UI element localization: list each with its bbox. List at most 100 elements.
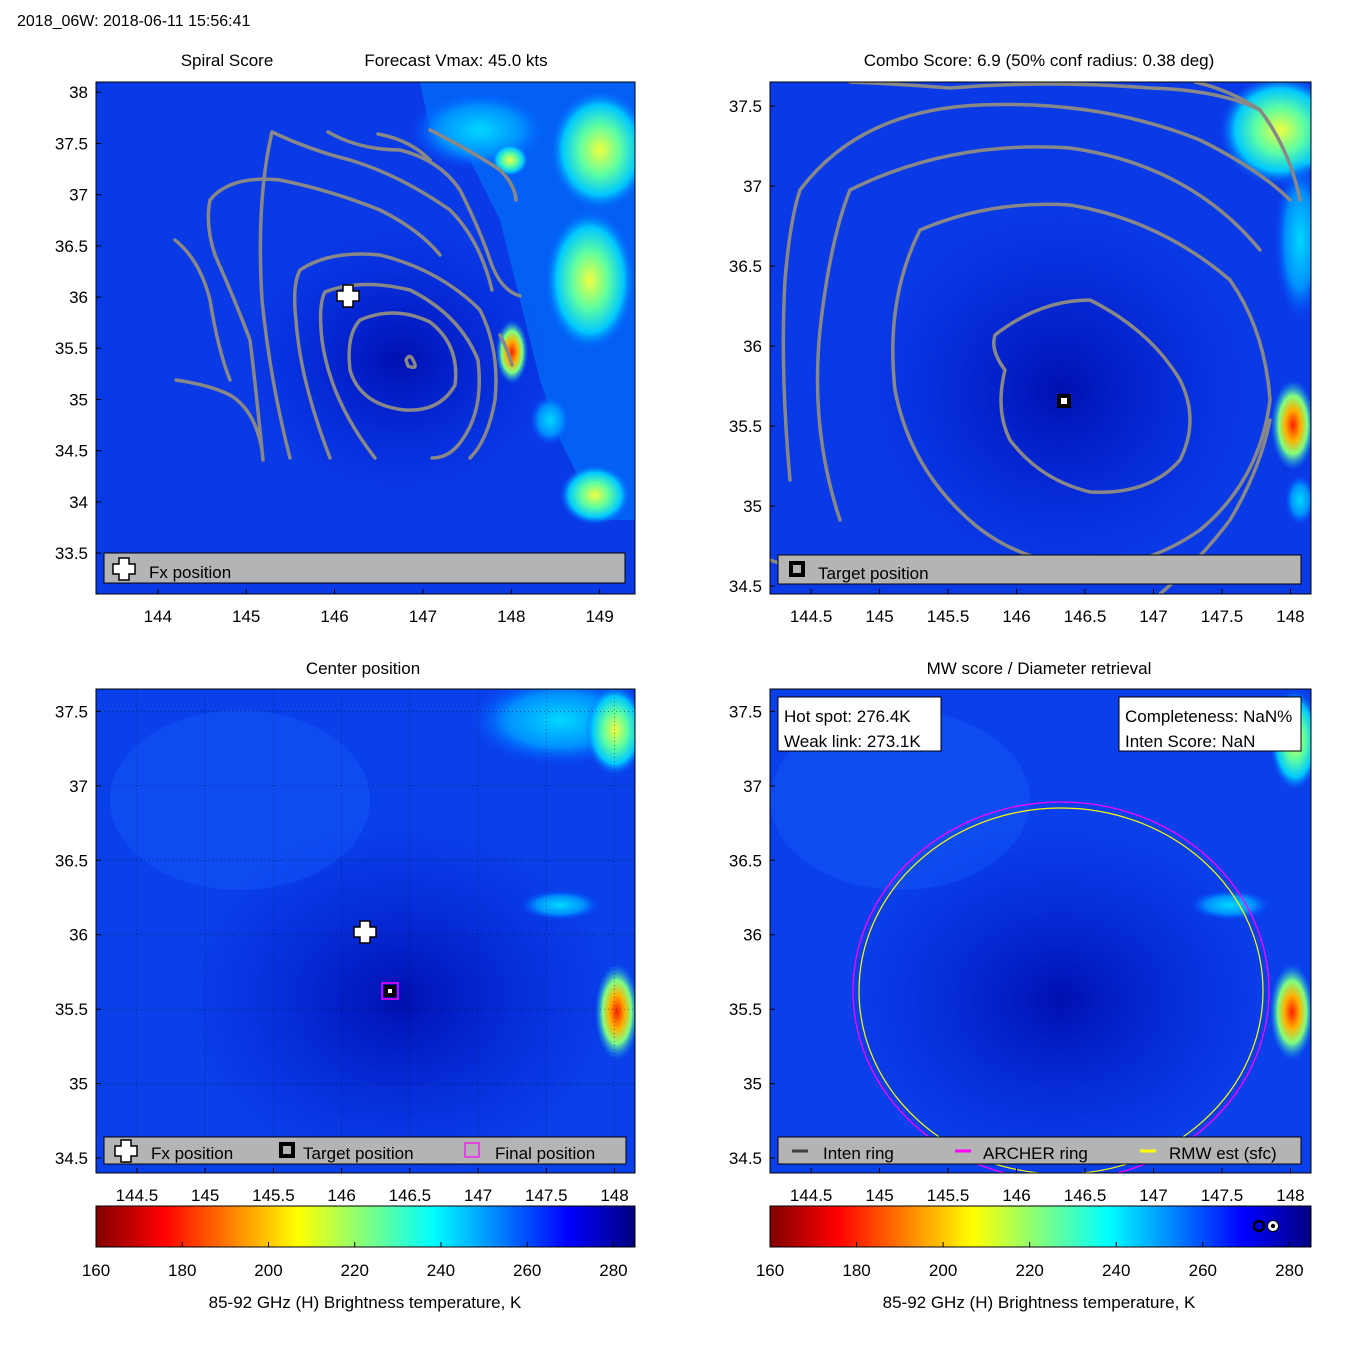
spiral-legend: Fx position bbox=[103, 552, 626, 584]
mw-legend: Inten ring ARCHER ring RMW est (sfc) bbox=[777, 1136, 1302, 1165]
mw-legend-rmw: RMW est (sfc) bbox=[1169, 1144, 1277, 1163]
y-tick-label: 34 bbox=[69, 493, 88, 512]
colorbar-tick-label: 240 bbox=[427, 1261, 455, 1280]
spiral-title: Spiral Score bbox=[181, 51, 274, 70]
y-tick-label: 35 bbox=[743, 497, 762, 516]
spiral-legend-fx: Fx position bbox=[149, 563, 231, 582]
center-markers bbox=[353, 920, 399, 1000]
archer-ring bbox=[852, 801, 1270, 1173]
spiral-score-panel: Spiral Score Forecast Vmax: 45.0 kts bbox=[55, 51, 636, 626]
x-tick-label: 147 bbox=[464, 1186, 492, 1205]
y-tick-label: 37 bbox=[69, 777, 88, 796]
y-tick-label: 37 bbox=[743, 177, 762, 196]
combo-score-panel: Combo Score: 6.9 (50% conf radius: 0.38 … bbox=[729, 51, 1312, 626]
colorbar-left: 160 180 200 220 240 260 280 85-92 GHz (H) Brig… bbox=[82, 1205, 636, 1312]
combo-title: Combo Score: 6.9 (50% conf radius: 0.38 … bbox=[864, 51, 1215, 70]
y-tick-label: 35 bbox=[69, 390, 88, 409]
colorbar-tick-label: 220 bbox=[341, 1261, 369, 1280]
mw-legend-inten: Inten ring bbox=[823, 1144, 894, 1163]
combo-frame bbox=[769, 81, 1312, 595]
x-tick-label: 144.5 bbox=[116, 1186, 159, 1205]
colorbar-left-ticks: 160 180 200 220 240 260 280 bbox=[82, 1242, 628, 1280]
x-tick-label: 148 bbox=[497, 607, 525, 626]
x-tick-label: 145 bbox=[865, 607, 893, 626]
y-tick-label: 36.5 bbox=[55, 237, 88, 256]
center-legend-fx: Fx position bbox=[151, 1144, 233, 1163]
y-tick-label: 36 bbox=[69, 288, 88, 307]
x-tick-label: 145 bbox=[865, 1186, 893, 1205]
y-tick-label: 35.5 bbox=[55, 339, 88, 358]
x-tick-label: 145.5 bbox=[927, 607, 970, 626]
x-tick-label: 145.5 bbox=[927, 1186, 970, 1205]
inten-score-text: Inten Score: NaN bbox=[1125, 732, 1255, 751]
y-tick-label: 34.5 bbox=[729, 1149, 762, 1168]
x-tick-label: 148 bbox=[600, 1186, 628, 1205]
mw-title: MW score / Diameter retrieval bbox=[927, 659, 1152, 678]
y-tick-label: 36 bbox=[743, 337, 762, 356]
spiral-heatmap: Fx position bbox=[96, 82, 635, 594]
colorbar-right: 160 180 200 220 240 260 280 85-92 GHz (H) Brig… bbox=[756, 1205, 1312, 1312]
y-tick-label: 34.5 bbox=[55, 1149, 88, 1168]
colorbar-left-gradient bbox=[95, 1205, 636, 1248]
center-fx-marker bbox=[353, 920, 377, 944]
y-tick-label: 35.5 bbox=[55, 1000, 88, 1019]
hot-spot-indicator-icon bbox=[1252, 1219, 1266, 1233]
x-tick-label: 148 bbox=[1276, 607, 1304, 626]
y-tick-label: 38 bbox=[69, 83, 88, 102]
plus-icon bbox=[112, 557, 136, 581]
colorbar-tick-label: 280 bbox=[599, 1261, 627, 1280]
colorbar-tick-label: 220 bbox=[1015, 1261, 1043, 1280]
plus-icon bbox=[114, 1139, 138, 1163]
spiral-contours bbox=[173, 128, 522, 462]
spiral-fx-marker bbox=[336, 284, 360, 308]
weak-link-text: Weak link: 273.1K bbox=[784, 732, 921, 751]
x-tick-label: 144 bbox=[144, 607, 172, 626]
y-tick-label: 34.5 bbox=[55, 442, 88, 461]
colorbar-right-ticks: 160 180 200 220 240 260 280 bbox=[756, 1242, 1304, 1280]
colorbar-tick-label: 160 bbox=[82, 1261, 110, 1280]
colorbar-tick-label: 160 bbox=[756, 1261, 784, 1280]
colorbar-tick-label: 200 bbox=[254, 1261, 282, 1280]
mw-axes: 144.5 145 145.5 146 146.5 147 147.5 148 34.5 35 35… bbox=[729, 702, 1305, 1205]
x-tick-label: 147 bbox=[1139, 607, 1167, 626]
y-tick-label: 37 bbox=[69, 186, 88, 205]
y-tick-label: 37.5 bbox=[55, 702, 88, 721]
x-tick-label: 147.5 bbox=[1201, 1186, 1244, 1205]
y-tick-label: 35 bbox=[69, 1075, 88, 1094]
colorbar-left-label: 85-92 GHz (H) Brightness temperature, K bbox=[209, 1293, 522, 1312]
center-title: Center position bbox=[306, 659, 420, 678]
x-tick-label: 148 bbox=[1276, 1186, 1304, 1205]
storm-time-header: 2018_06W: 2018-06-11 15:56:41 bbox=[17, 13, 250, 30]
y-tick-label: 37.5 bbox=[729, 702, 762, 721]
x-tick-label: 146 bbox=[1002, 607, 1030, 626]
colorbar-tick-label: 260 bbox=[1189, 1261, 1217, 1280]
y-tick-label: 37.5 bbox=[729, 97, 762, 116]
y-tick-label: 35.5 bbox=[729, 1000, 762, 1019]
x-tick-label: 144.5 bbox=[790, 1186, 833, 1205]
colorbar-tick-label: 200 bbox=[929, 1261, 957, 1280]
x-tick-label: 145 bbox=[191, 1186, 219, 1205]
center-heatmap: Fx position Target position Final positi… bbox=[96, 689, 635, 1173]
combo-axes: 144.5 145 145.5 146 146.5 147 147.5 148 34.5 35 35… bbox=[729, 97, 1305, 626]
colorbar-tick-label: 180 bbox=[168, 1261, 196, 1280]
y-tick-label: 34.5 bbox=[729, 577, 762, 596]
center-frame bbox=[95, 688, 636, 1174]
y-tick-label: 36 bbox=[743, 926, 762, 945]
y-tick-label: 33.5 bbox=[55, 544, 88, 563]
center-grid bbox=[96, 689, 635, 1173]
mw-info-left: Hot spot: 276.4K Weak link: 273.1K bbox=[777, 696, 942, 752]
mw-score-panel: MW score / Diameter retrieval Hot spot: … bbox=[729, 659, 1312, 1205]
x-tick-label: 146 bbox=[320, 607, 348, 626]
x-tick-label: 147 bbox=[409, 607, 437, 626]
completeness-text: Completeness: NaN% bbox=[1125, 707, 1292, 726]
combo-legend-target: Target position bbox=[818, 564, 929, 583]
colorbar-tick-label: 180 bbox=[842, 1261, 870, 1280]
center-legend-final: Final position bbox=[495, 1144, 595, 1163]
x-tick-label: 147 bbox=[1139, 1186, 1167, 1205]
y-tick-label: 37 bbox=[743, 777, 762, 796]
center-legend: Fx position Target position Final positi… bbox=[103, 1136, 627, 1165]
mw-info-right: Completeness: NaN% Inten Score: NaN bbox=[1118, 696, 1302, 752]
x-tick-label: 146.5 bbox=[1064, 1186, 1107, 1205]
x-tick-label: 145 bbox=[232, 607, 260, 626]
y-tick-label: 36.5 bbox=[55, 851, 88, 870]
